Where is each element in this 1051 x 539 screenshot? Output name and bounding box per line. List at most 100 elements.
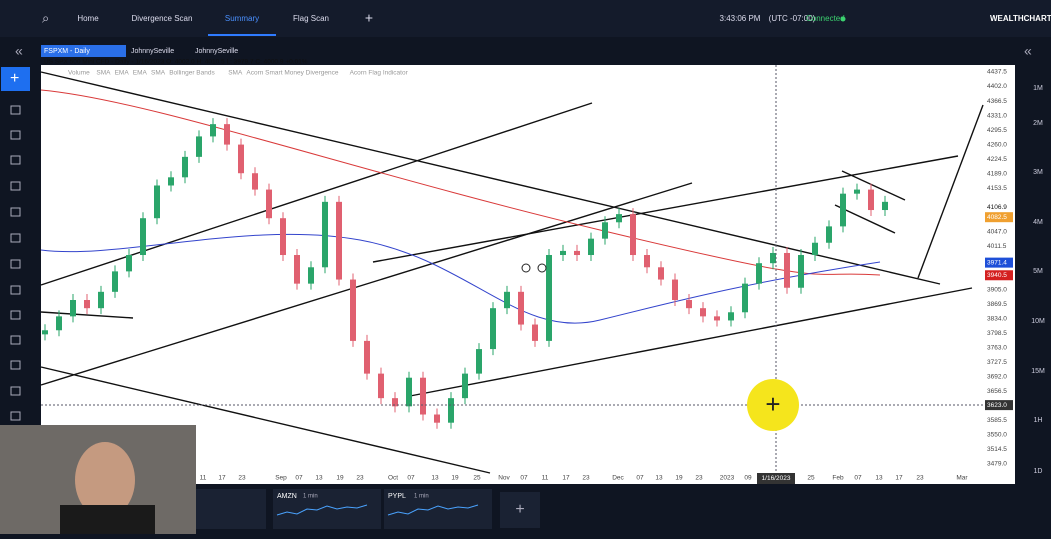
candle bbox=[84, 300, 90, 309]
nav-tab[interactable]: Home bbox=[77, 14, 99, 23]
candle bbox=[392, 398, 398, 407]
add-watch[interactable] bbox=[500, 492, 540, 528]
date-label: 23 bbox=[695, 475, 703, 482]
date-label: 19 bbox=[336, 475, 344, 482]
tool-icon[interactable] bbox=[10, 310, 21, 320]
indicator-label[interactable]: Acorn Smart Money Divergence bbox=[246, 70, 339, 77]
expand-button[interactable]: « bbox=[1024, 43, 1032, 59]
indicator-label[interactable]: SMA bbox=[96, 70, 111, 77]
candle bbox=[378, 373, 384, 399]
candle bbox=[588, 238, 594, 256]
nav-tab[interactable]: Summary bbox=[225, 14, 259, 23]
tool-icon[interactable] bbox=[10, 105, 21, 115]
indicator-label[interactable]: EMA bbox=[133, 70, 148, 77]
add-watch-icon[interactable]: + bbox=[515, 501, 524, 518]
layout-name[interactable]: JohnnySeville bbox=[195, 48, 238, 55]
price-label: 3905.0 bbox=[987, 286, 1007, 293]
watch-card[interactable] bbox=[273, 489, 381, 529]
date-label: 07 bbox=[854, 475, 862, 482]
candle bbox=[630, 214, 636, 256]
candle bbox=[504, 291, 510, 309]
webcam-shirt bbox=[60, 505, 155, 534]
tool-icon[interactable] bbox=[10, 335, 21, 345]
price-label: 3727.5 bbox=[987, 359, 1007, 366]
add-icon[interactable]: + bbox=[10, 70, 19, 87]
timeframe[interactable]: 3M bbox=[1033, 169, 1043, 176]
indicator-label[interactable]: Acorn Flag Indicator bbox=[350, 70, 409, 77]
watch-sparkline bbox=[276, 504, 368, 516]
symbol[interactable]: FSPXM - Daily bbox=[44, 48, 90, 55]
tool-icon[interactable] bbox=[10, 130, 21, 140]
candle bbox=[280, 218, 286, 256]
watch-card[interactable] bbox=[196, 489, 266, 529]
date-label: Nov bbox=[498, 475, 510, 482]
watch-card[interactable] bbox=[384, 489, 492, 529]
tool-icon[interactable] bbox=[10, 233, 21, 243]
indicator-label[interactable]: Volume bbox=[68, 70, 90, 77]
timeframe[interactable]: 2M bbox=[1033, 120, 1043, 127]
price-label: 4011.5 bbox=[987, 243, 1007, 250]
candle bbox=[252, 173, 258, 190]
tool-icon[interactable] bbox=[10, 411, 21, 421]
moving-average bbox=[40, 89, 881, 276]
add-button[interactable] bbox=[1, 67, 30, 91]
search-icon[interactable]: ⌕ bbox=[42, 10, 49, 25]
chart-area bbox=[41, 65, 985, 473]
timeframe[interactable]: 10M bbox=[1031, 318, 1045, 325]
nav-tab[interactable]: + bbox=[365, 10, 373, 26]
marker bbox=[521, 263, 531, 273]
date-label: 09 bbox=[744, 475, 752, 482]
indicator-label[interactable]: SMA bbox=[151, 70, 166, 77]
candle bbox=[546, 255, 552, 341]
tool-icon[interactable] bbox=[10, 285, 21, 295]
candle bbox=[322, 201, 328, 268]
price-label: 4402.0 bbox=[987, 83, 1007, 90]
price-label: 4366.5 bbox=[987, 98, 1007, 105]
date-label: 2023 bbox=[720, 475, 735, 482]
timeframe[interactable]: 1M bbox=[1033, 85, 1043, 92]
candle bbox=[462, 373, 468, 399]
timeframe[interactable]: 1D bbox=[1034, 468, 1043, 475]
indicator-label[interactable]: Bollinger Bands bbox=[169, 70, 215, 77]
date-label: 13 bbox=[655, 475, 663, 482]
candle bbox=[574, 250, 580, 256]
collapse-button[interactable]: « bbox=[15, 43, 23, 59]
tool-icon[interactable] bbox=[10, 181, 21, 191]
candle bbox=[140, 218, 146, 256]
nav-tab[interactable]: Divergence Scan bbox=[132, 14, 193, 23]
tool-icon[interactable] bbox=[10, 207, 21, 217]
date-label: 23 bbox=[356, 475, 364, 482]
date-label: 25 bbox=[807, 475, 815, 482]
candle bbox=[70, 300, 76, 317]
candle bbox=[658, 267, 664, 280]
price-tag-label: 4082.5 bbox=[987, 214, 1007, 221]
watch-interval: 1 min bbox=[303, 494, 318, 500]
tool-icon[interactable] bbox=[10, 155, 21, 165]
candle bbox=[308, 267, 314, 284]
layout-name[interactable]: JohnnySeville bbox=[131, 48, 174, 55]
indicator-label[interactable]: SMA bbox=[228, 70, 243, 77]
date-label: Mar bbox=[956, 475, 968, 482]
tool-icon[interactable] bbox=[10, 360, 21, 370]
candle bbox=[350, 279, 356, 341]
price-label: 4295.5 bbox=[987, 127, 1007, 134]
indicator-label[interactable]: EMA bbox=[115, 70, 130, 77]
date-label: 17 bbox=[562, 475, 570, 482]
symbol-box[interactable] bbox=[41, 45, 126, 57]
price-label: 3692.0 bbox=[987, 374, 1007, 381]
nav-tab[interactable]: Flag Scan bbox=[293, 14, 329, 23]
date-label: 25 bbox=[473, 475, 481, 482]
price-label: 4153.5 bbox=[987, 185, 1007, 192]
timeframe[interactable]: 1H bbox=[1034, 417, 1043, 424]
candle bbox=[406, 377, 412, 407]
timeframe[interactable]: 5M bbox=[1033, 268, 1043, 275]
timeframe[interactable]: 4M bbox=[1033, 219, 1043, 226]
moving-average bbox=[40, 233, 881, 324]
price-label: 4224.5 bbox=[987, 156, 1007, 163]
tool-icon[interactable] bbox=[10, 259, 21, 269]
candle bbox=[882, 201, 888, 211]
tool-icon[interactable] bbox=[10, 386, 21, 396]
connection-status: Connected bbox=[806, 14, 845, 23]
timeframe[interactable]: 15M bbox=[1031, 368, 1045, 375]
price-label: 3585.5 bbox=[987, 417, 1007, 424]
